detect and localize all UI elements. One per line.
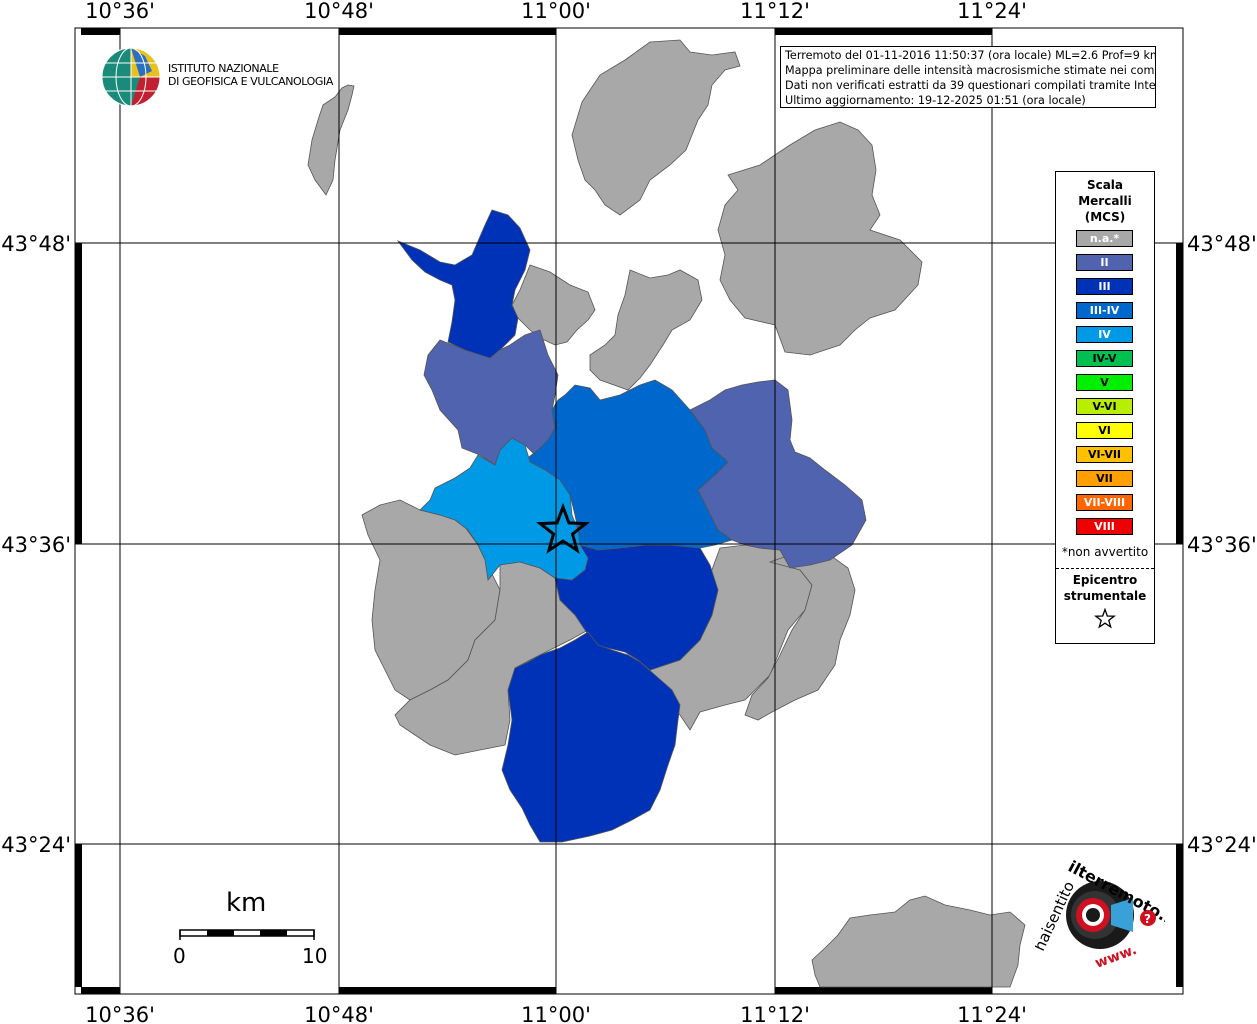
lon-label: 11°12': [740, 1003, 810, 1024]
legend-title: Scala Mercalli (MCS): [1056, 177, 1154, 225]
legend-epi-line2: strumentale: [1063, 589, 1147, 603]
comune-na-5: [589, 269, 703, 391]
lat-label: 43°36': [1, 533, 71, 557]
legend-note: *non avvertito: [1061, 545, 1149, 559]
comune-na-2: [571, 39, 741, 216]
lon-labels-top: 10°36' 10°48' 11°00' 11°12' 11°24': [85, 0, 1027, 23]
legend-swatch: V-VI: [1076, 398, 1133, 415]
event-info-line2: Mappa preliminare delle intensità macros…: [785, 64, 1156, 77]
lat-label: 43°36': [1187, 533, 1257, 557]
ingv-name: ISTITUTO NAZIONALE DI GEOFISICA E VULCAN…: [168, 62, 333, 88]
lon-label: 11°24': [957, 0, 1027, 23]
event-info-line1: Terremoto del 01-11-2016 11:50:37 (ora l…: [785, 49, 1156, 62]
lat-label: 43°48': [1, 232, 71, 256]
lon-label: 10°48': [304, 1003, 374, 1024]
lat-label: 43°48': [1187, 232, 1257, 256]
question-icon: ?: [1144, 912, 1151, 926]
legend-swatch: VI-VII: [1076, 446, 1133, 463]
event-info-line3: Dati non verificati estratti da 39 quest…: [785, 79, 1156, 92]
epicenter-star: [536, 502, 590, 554]
legend-swatch: IV-V: [1076, 350, 1133, 367]
event-info-box: Terremoto del 01-11-2016 11:50:37 (ora l…: [780, 46, 1156, 108]
lon-label: 11°12': [740, 0, 810, 23]
legend-swatch: II: [1076, 254, 1133, 271]
comune-na-10: [811, 895, 1026, 988]
lon-label: 10°36': [85, 0, 155, 23]
comune-na-9: [744, 554, 856, 721]
ingv-line2: DI GEOFISICA E VULCANOLOGIA: [168, 75, 333, 88]
legend-epicenter-title: Epicentro strumentale: [1056, 572, 1154, 604]
legend-swatch: III: [1076, 278, 1133, 295]
frame-border-bars: [75, 28, 1183, 994]
lat-label: 43°24': [1187, 833, 1257, 857]
legend-swatch: VIII: [1076, 518, 1133, 535]
graticule: [75, 28, 1183, 994]
legend-swatch: VI: [1076, 422, 1133, 439]
lat-labels-left: 43°48' 43°36' 43°24': [1, 232, 71, 857]
legend-swatch: n.a.*: [1076, 230, 1133, 247]
scale-bar: [179, 929, 315, 940]
legend-title-line2: Mercalli: [1078, 194, 1132, 208]
comune-na-3: [717, 121, 923, 356]
lat-labels-right: 43°48' 43°36' 43°24': [1187, 232, 1257, 857]
scale-max: 10: [302, 944, 328, 968]
lon-labels-bottom: 10°36' 10°48' 11°00' 11°12' 11°24': [85, 1003, 1027, 1024]
lon-label: 10°48': [304, 0, 374, 23]
legend-epi-line1: Epicentro: [1072, 573, 1138, 587]
comune-iii-3: [501, 631, 681, 843]
legend-divider: [1056, 568, 1154, 569]
lon-label: 11°24': [957, 1003, 1027, 1024]
comune-iii-1: [396, 209, 531, 359]
municipalities: [307, 39, 1026, 988]
mcs-legend: Scala Mercalli (MCS) n.a.* II III III-IV IV I…: [1055, 171, 1155, 644]
scale-unit: km: [226, 888, 267, 918]
lon-label: 11°00': [521, 1003, 591, 1024]
lat-label: 43°24': [1, 833, 71, 857]
haisentito-logo: haisentito ilterremoto.it www. ?: [1035, 860, 1165, 972]
ingv-globe-icon: [101, 47, 161, 107]
ingv-line1: ISTITUTO NAZIONALE: [168, 62, 279, 75]
lon-label: 10°36': [85, 1003, 155, 1024]
legend-swatch: V: [1076, 374, 1133, 391]
legend-title-line3: (MCS): [1084, 210, 1126, 224]
legend-swatch: VII-VIII: [1076, 494, 1133, 511]
legend-title-line1: Scala: [1086, 178, 1124, 192]
legend-swatch: III-IV: [1076, 302, 1133, 319]
comune-na-1: [307, 84, 355, 196]
scale-min: 0: [173, 944, 186, 968]
lon-label: 11°00': [521, 0, 591, 23]
star-icon: [1094, 608, 1116, 629]
legend-swatch: IV: [1076, 326, 1133, 343]
event-info-line4: Ultimo aggiornamento: 19-12-2025 01:51 (…: [785, 94, 1086, 107]
legend-swatch: VII: [1076, 470, 1133, 487]
